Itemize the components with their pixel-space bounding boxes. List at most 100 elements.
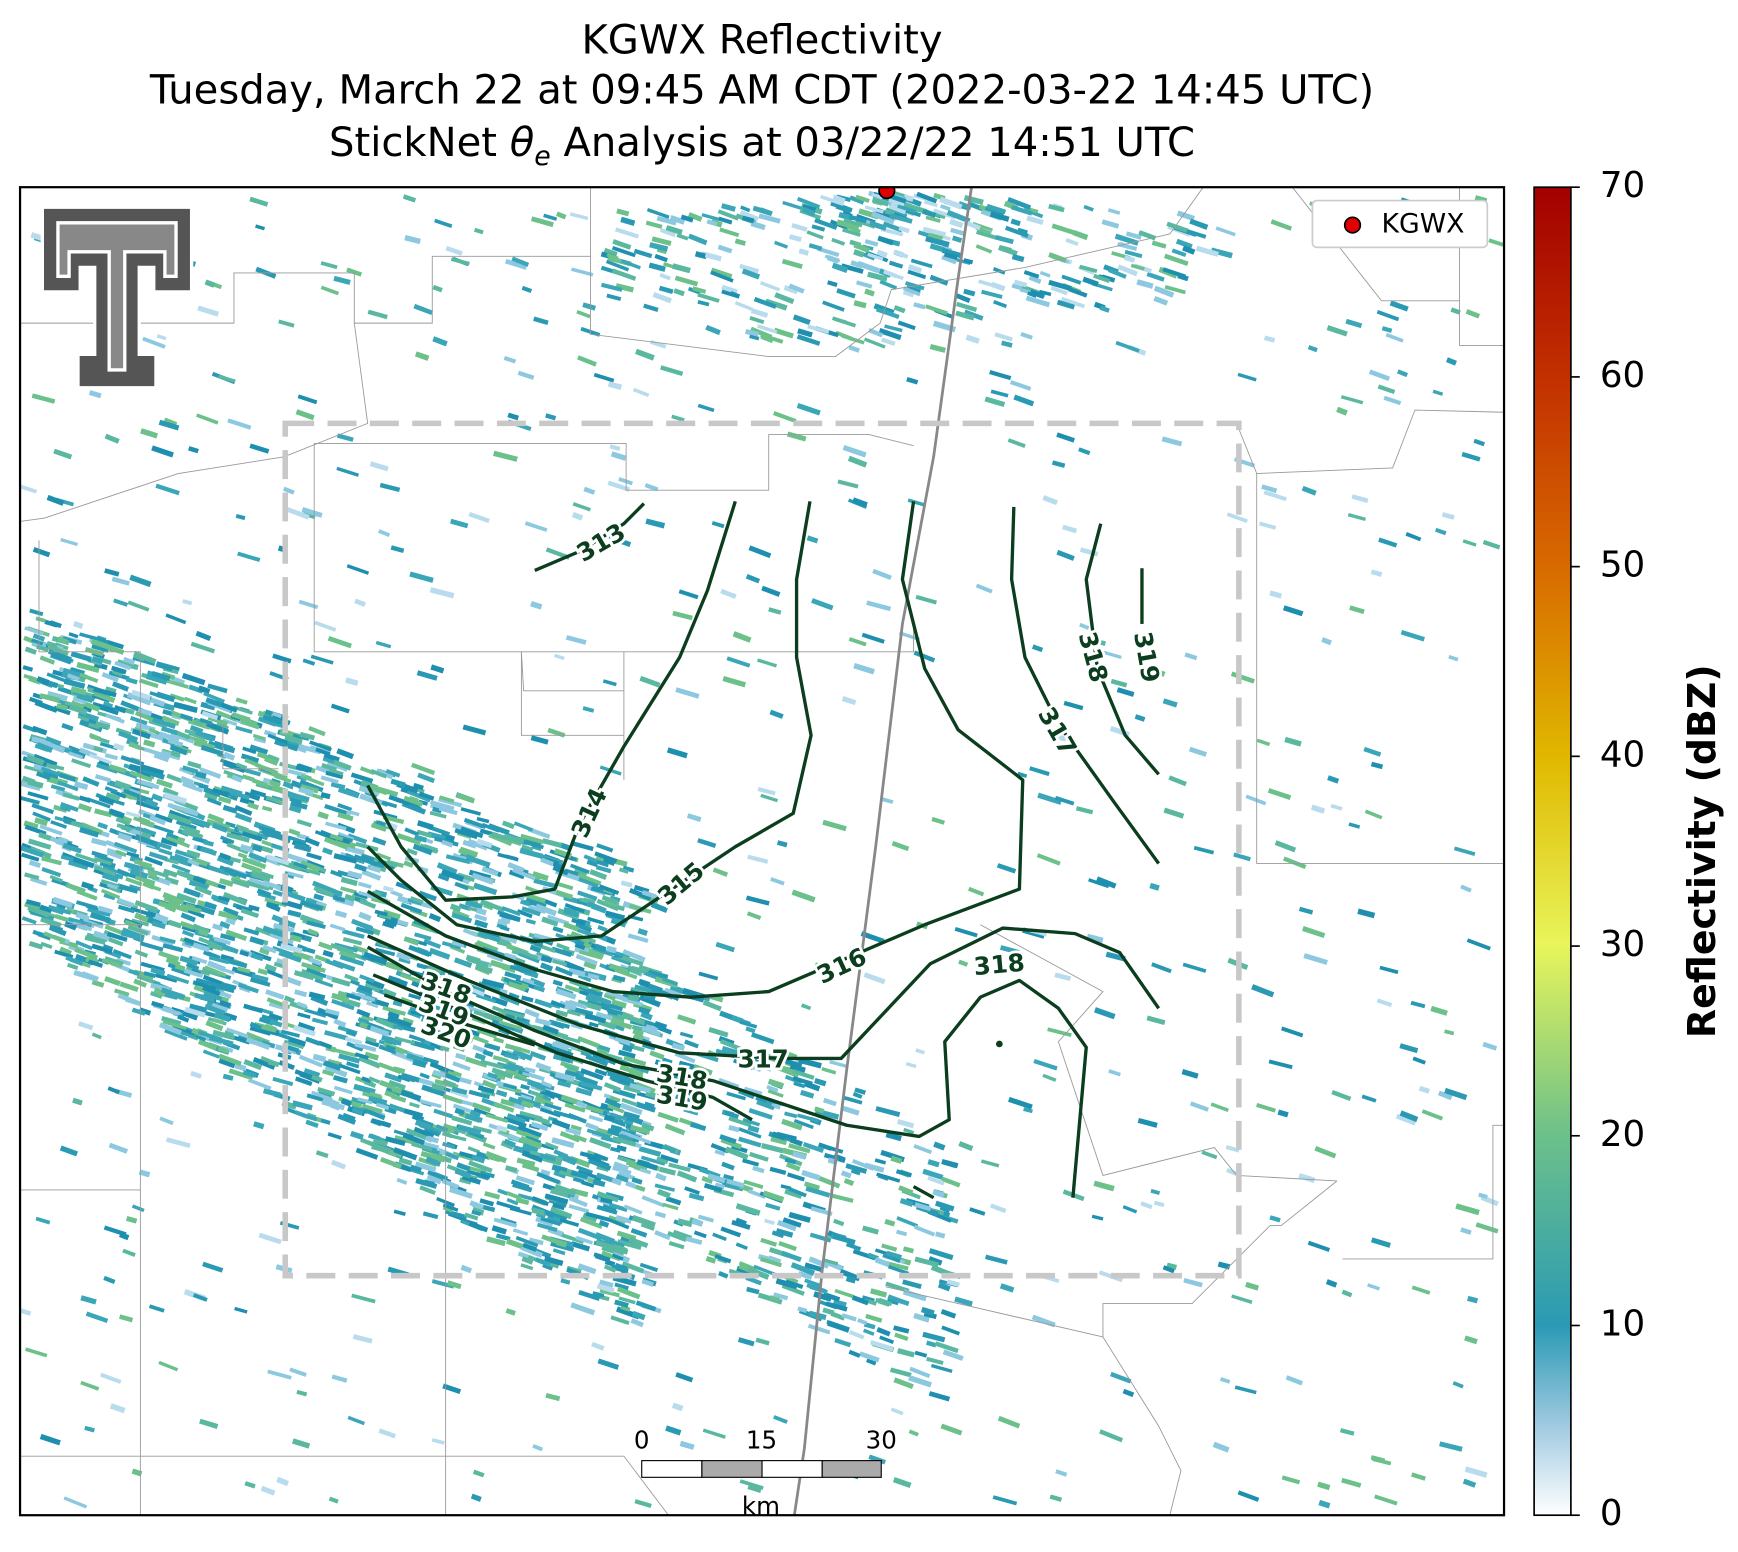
- echo: [221, 944, 239, 954]
- echo: [144, 856, 163, 867]
- echo: [552, 979, 563, 987]
- echo: [315, 747, 331, 757]
- echo: [722, 676, 747, 688]
- title-text: Analysis at 03/22/22 14:51 UTC: [551, 120, 1195, 166]
- echo: [499, 925, 510, 932]
- echo: [907, 264, 923, 274]
- echo: [515, 1175, 535, 1186]
- echo: [618, 477, 633, 486]
- echo: [675, 687, 700, 699]
- echo: [464, 1113, 483, 1123]
- echo: [1233, 852, 1251, 862]
- echo: [614, 227, 640, 239]
- echo: [493, 1101, 515, 1113]
- echo: [282, 486, 295, 495]
- echo: [423, 1179, 435, 1187]
- echo: [369, 1025, 390, 1037]
- echo: [535, 903, 557, 917]
- echo: [579, 950, 603, 960]
- echo: [249, 1021, 262, 1031]
- echo: [267, 733, 288, 745]
- echo: [720, 588, 737, 599]
- echo: [1462, 1478, 1477, 1488]
- echo: [697, 1214, 714, 1223]
- echo: [298, 1054, 323, 1068]
- echo: [649, 1050, 665, 1060]
- echo: [158, 848, 173, 856]
- echo: [203, 691, 225, 704]
- echo: [784, 1157, 797, 1165]
- echo: [268, 779, 281, 789]
- echo: [852, 1091, 863, 1099]
- echo: [339, 954, 365, 967]
- echo: [761, 585, 781, 597]
- echo: [698, 971, 719, 981]
- echo: [934, 1200, 955, 1212]
- echo: [474, 963, 493, 974]
- echo: [802, 1141, 824, 1153]
- echo: [862, 1328, 875, 1336]
- echo: [43, 931, 66, 944]
- echo: [74, 947, 99, 961]
- echo: [647, 969, 669, 981]
- echo: [264, 963, 277, 973]
- echo: [204, 279, 216, 288]
- echo: [294, 989, 308, 998]
- echo: [678, 589, 699, 600]
- echo: [833, 1218, 845, 1227]
- echo: [877, 235, 894, 246]
- echo: [414, 1161, 437, 1173]
- echo: [222, 761, 246, 773]
- contour-dot: [996, 1040, 1003, 1048]
- echo: [688, 233, 708, 246]
- echo: [143, 798, 159, 808]
- echo: [351, 918, 374, 932]
- echo: [1163, 807, 1185, 819]
- echo: [922, 226, 947, 238]
- echo: [659, 228, 676, 238]
- echo: [892, 1476, 912, 1488]
- echo: [842, 1105, 860, 1116]
- echo: [530, 1121, 549, 1132]
- echo: [863, 972, 886, 985]
- echo: [32, 547, 51, 558]
- echo: [86, 797, 111, 809]
- echo: [910, 258, 933, 269]
- echo: [1351, 494, 1369, 503]
- echo: [895, 1169, 912, 1178]
- echo: [893, 1377, 914, 1390]
- echo: [450, 518, 469, 529]
- echo: [248, 851, 268, 864]
- echo: [719, 1039, 742, 1051]
- echo: [219, 920, 231, 930]
- echo: [534, 1257, 551, 1268]
- echo: [1478, 1192, 1488, 1200]
- echo: [762, 1190, 785, 1203]
- echo: [1010, 218, 1021, 227]
- echo: [891, 840, 910, 852]
- echo: [640, 1222, 655, 1231]
- echo: [603, 1082, 622, 1093]
- echo: [52, 764, 65, 771]
- echo: [691, 1218, 703, 1227]
- echo: [450, 257, 470, 266]
- echo: [925, 304, 948, 316]
- echo: [1039, 289, 1052, 297]
- echo: [148, 851, 168, 862]
- echo: [226, 842, 249, 855]
- echo: [775, 1228, 794, 1238]
- echo: [431, 1083, 445, 1092]
- echo: [502, 1116, 527, 1128]
- echo: [322, 1059, 342, 1071]
- echo: [1062, 524, 1078, 534]
- echo: [880, 227, 904, 237]
- echo: [545, 413, 557, 421]
- echo: [317, 1086, 336, 1097]
- echo: [1430, 1005, 1448, 1016]
- echo: [202, 1261, 224, 1273]
- echo: [333, 1018, 347, 1028]
- echo: [114, 780, 132, 791]
- echo: [569, 212, 589, 221]
- echo: [720, 1226, 742, 1238]
